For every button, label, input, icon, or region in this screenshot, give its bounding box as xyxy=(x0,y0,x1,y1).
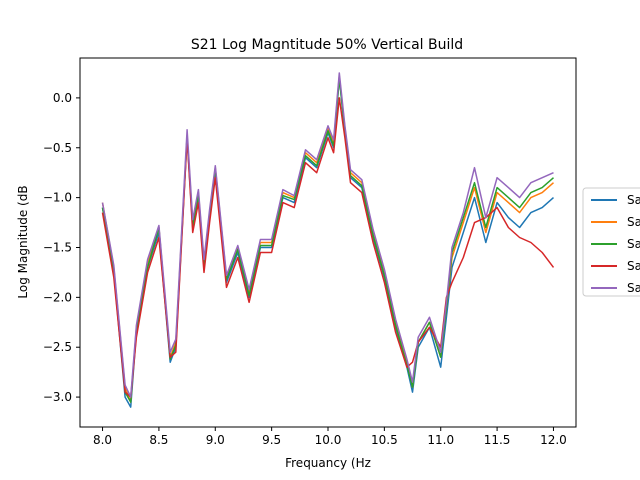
x-tick-label: 12.0 xyxy=(540,433,567,447)
legend-box xyxy=(582,187,640,297)
x-tick-label: 10.0 xyxy=(315,433,342,447)
x-tick-label: 9.5 xyxy=(262,433,281,447)
x-axis: 8.0 8.5 9.0 9.5 10.0 10.5 11.0 11.5 12.0 xyxy=(93,427,567,447)
y-tick-label: −2.0 xyxy=(43,290,72,304)
series-line-5 xyxy=(101,72,554,398)
x-tick-label: 9.0 xyxy=(206,433,225,447)
legend-label: Sa xyxy=(627,193,640,207)
x-axis-label: Frequancy (Hz xyxy=(285,456,371,470)
x-tick-label: 8.5 xyxy=(149,433,168,447)
y-axis: 0.0 −0.5 −1.0 −1.5 −2.0 −2.5 −3.0 xyxy=(43,91,80,404)
legend: Sa Sa Sa Sa Sa xyxy=(582,187,640,297)
y-tick-label: 0.0 xyxy=(53,91,72,105)
plot-frame xyxy=(79,57,577,428)
y-axis-label: Log Magnitude (dB xyxy=(16,185,30,298)
legend-label: Sa xyxy=(627,237,640,251)
x-tick-label: 8.0 xyxy=(93,433,112,447)
plot-series-group xyxy=(101,72,555,408)
chart-title: S21 Log Magntitude 50% Vertical Build xyxy=(191,37,463,53)
y-tick-label: −3.0 xyxy=(43,390,72,404)
y-tick-label: −1.5 xyxy=(43,240,72,254)
y-tick-label: −2.5 xyxy=(43,340,72,354)
series-line-4 xyxy=(101,97,555,398)
x-tick-label: 11.0 xyxy=(427,433,454,447)
legend-label: Sa xyxy=(627,259,640,273)
y-tick-label: −1.0 xyxy=(43,191,72,205)
legend-label: Sa xyxy=(627,281,640,295)
y-tick-label: −0.5 xyxy=(43,141,72,155)
legend-label: Sa xyxy=(627,215,640,229)
x-tick-label: 11.5 xyxy=(484,433,511,447)
x-tick-label: 10.5 xyxy=(371,433,398,447)
